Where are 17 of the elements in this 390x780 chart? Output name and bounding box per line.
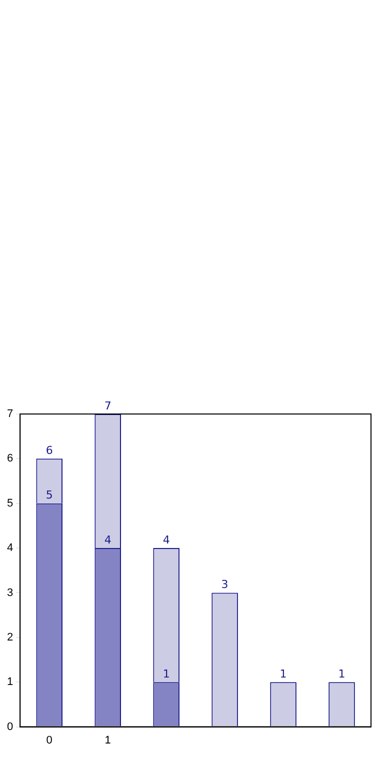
data-label: 1 <box>162 667 170 680</box>
total-label: 7 <box>104 399 112 412</box>
total-label: 3 <box>221 578 228 592</box>
total-label: 4 <box>162 533 170 546</box>
total-label: 1 <box>338 667 346 680</box>
y-tick-label: 0 <box>6 720 14 733</box>
data-label: 5 <box>46 488 53 502</box>
total-label: 1 <box>280 667 287 680</box>
total-label: 6 <box>46 444 53 458</box>
y-tick-label: 7 <box>6 408 14 420</box>
y-tick-label: 4 <box>6 542 14 554</box>
y-tick-label: 6 <box>6 452 14 465</box>
y-tick-label: 3 <box>6 586 14 599</box>
y-tick-label: 5 <box>6 497 14 510</box>
y-tick-label: 2 <box>6 631 14 644</box>
data-label: 4 <box>104 533 112 546</box>
y-tick-label: 1 <box>6 676 14 688</box>
